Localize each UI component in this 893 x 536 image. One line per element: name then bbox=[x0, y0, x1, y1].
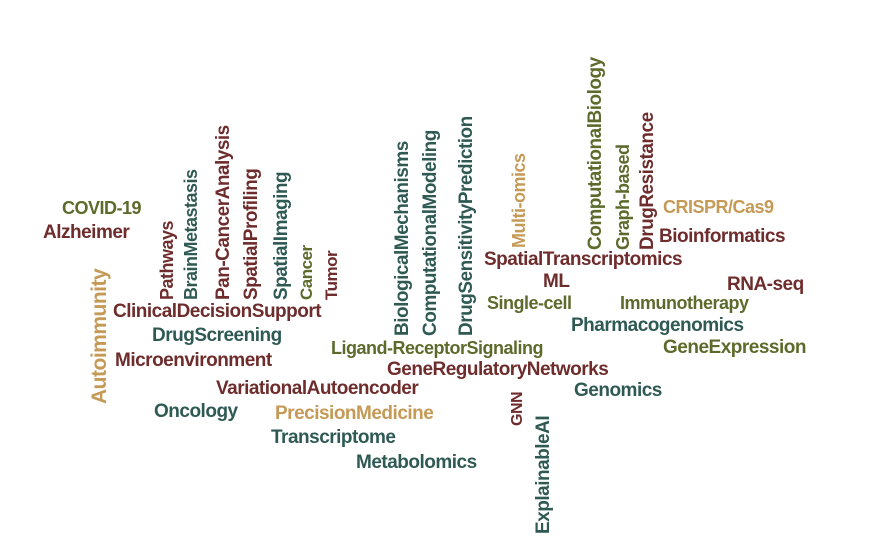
word-ligand-receptor-signaling: Ligand-ReceptorSignaling bbox=[331, 338, 544, 358]
word-rna-seq: RNA-seq bbox=[727, 274, 804, 295]
word-single-cell: Single-cell bbox=[487, 293, 572, 313]
word-gnn: GNN bbox=[509, 391, 526, 426]
word-oncology: Oncology bbox=[154, 401, 238, 422]
word-brain-metastasis: BrainMetastasis bbox=[181, 169, 201, 300]
word-crispr-cas9: CRISPR/Cas9 bbox=[663, 197, 774, 217]
word-computational-biology: ComputationalBiology bbox=[585, 57, 606, 250]
word-covid-19: COVID-19 bbox=[62, 198, 142, 218]
word-explainable-ai: ExplainableAI bbox=[533, 415, 554, 534]
word-spatial-imaging: SpatialImaging bbox=[271, 171, 292, 300]
word-pathways: Pathways bbox=[157, 220, 177, 300]
word-gene-expression: GeneExpression bbox=[663, 337, 806, 358]
word-genomics: Genomics bbox=[574, 380, 662, 401]
word-tumor: Tumor bbox=[322, 250, 341, 300]
word-cancer: Cancer bbox=[297, 245, 316, 300]
word-microenvironment: Microenvironment bbox=[115, 350, 272, 371]
word-multi-omics: Multi-omics bbox=[509, 153, 529, 248]
word-transcriptome: Transcriptome bbox=[271, 427, 396, 448]
word-drug-screening: DrugScreening bbox=[152, 325, 282, 346]
word-pharmacogenomics: Pharmacogenomics bbox=[571, 315, 744, 336]
word-immunotherapy: Immunotherapy bbox=[620, 293, 749, 313]
word-variational-autoencoder: VariationalAutoencoder bbox=[216, 378, 419, 399]
word-pan-cancer-analysis: Pan-CancerAnalysis bbox=[213, 125, 234, 300]
word-biological-mechanisms: BiologicalMechanisms bbox=[392, 141, 413, 336]
word-metabolomics: Metabolomics bbox=[356, 452, 477, 473]
word-drug-resistance: DrugResistance bbox=[637, 112, 658, 250]
word-alzheimer: Alzheimer bbox=[43, 222, 130, 243]
word-drug-sensitivity-prediction: DrugSensitivityPrediction bbox=[456, 116, 477, 336]
word-graph-based: Graph-based bbox=[613, 144, 633, 250]
word-gene-regulatory-networks: GeneRegulatoryNetworks bbox=[387, 359, 609, 380]
word-clinical-decision-support: ClinicalDecisionSupport bbox=[113, 301, 322, 322]
word-autoimmunity: Autoimmunity bbox=[88, 268, 111, 404]
word-bioinformatics: Bioinformatics bbox=[659, 226, 786, 247]
word-spatial-profiling: SpatialProfiling bbox=[241, 168, 262, 300]
word-ml: ML bbox=[543, 271, 570, 292]
word-spatial-transcriptomics: SpatialTranscriptomics bbox=[484, 249, 683, 270]
word-precision-medicine: PrecisionMedicine bbox=[275, 403, 434, 424]
word-computational-modeling: ComputationalModeling bbox=[420, 130, 441, 336]
